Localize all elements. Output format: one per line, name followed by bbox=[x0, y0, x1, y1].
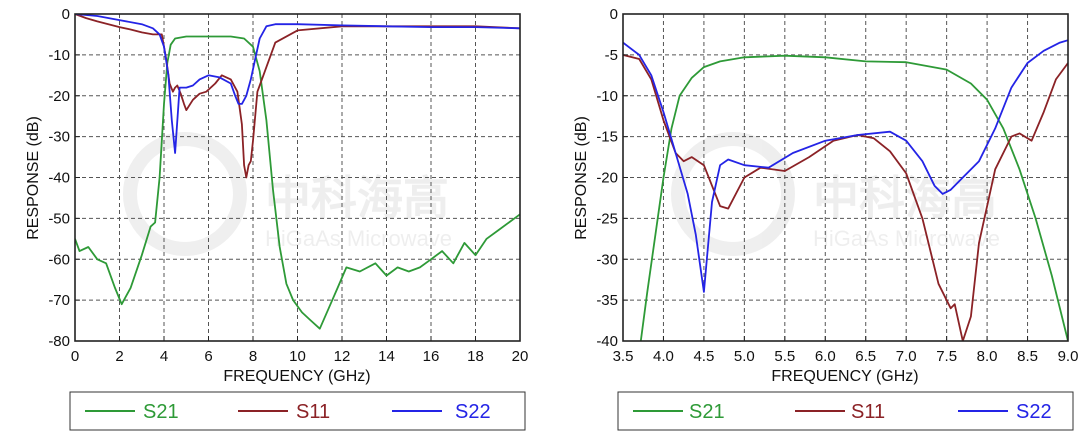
x-tick-label: 5.0 bbox=[734, 348, 755, 365]
y-axis-label: RESPONSE (dB) bbox=[573, 116, 590, 240]
y-tick-label: -5 bbox=[605, 47, 618, 64]
x-axis-label: FREQUENCY (GHz) bbox=[223, 368, 370, 385]
y-tick-label: -40 bbox=[48, 170, 70, 187]
x-tick-label: 10 bbox=[289, 348, 306, 365]
y-tick-label: -80 bbox=[48, 333, 70, 350]
watermark-logo bbox=[123, 132, 247, 256]
y-tick-label: -50 bbox=[48, 210, 70, 227]
legend-label-s21: S21 bbox=[689, 401, 725, 423]
x-tick-label: 6 bbox=[204, 348, 212, 365]
y-tick-label: -10 bbox=[596, 88, 618, 105]
legend: S21 S11 S22 bbox=[69, 391, 526, 431]
x-tick-label: 7.0 bbox=[896, 348, 917, 365]
legend-label-s11: S11 bbox=[851, 401, 885, 423]
chart-2: 3.5 4.0 4.5 5.0 5.5 6.0 6.5 7.0 7.5 8.0 8.5 9.0 0 -5 -… bbox=[573, 6, 1079, 431]
x-tick-label: 4.0 bbox=[653, 348, 674, 365]
series-line-s21 bbox=[75, 35, 520, 330]
y-tick-label: -15 bbox=[596, 129, 618, 146]
y-tick-label: -70 bbox=[48, 292, 70, 309]
x-tick-label: 7.5 bbox=[936, 348, 957, 365]
y-tick-label: -25 bbox=[596, 210, 618, 227]
x-tick-label: 4.5 bbox=[693, 348, 714, 365]
x-tick-label: 8.5 bbox=[1017, 348, 1038, 365]
y-tick-label: -60 bbox=[48, 251, 70, 268]
x-tick-label: 20 bbox=[512, 348, 529, 365]
x-tick-label: 3.5 bbox=[613, 348, 634, 365]
series-line-s22 bbox=[75, 14, 520, 154]
legend: S21 S11 S22 bbox=[617, 391, 1074, 431]
x-tick-label: 0 bbox=[71, 348, 79, 365]
y-tick-label: 0 bbox=[610, 6, 618, 23]
series-line-s11 bbox=[75, 14, 520, 179]
legend-box bbox=[69, 391, 526, 431]
legend-label-s21: S21 bbox=[143, 401, 179, 423]
x-tick-label: 5.5 bbox=[774, 348, 795, 365]
x-tick-label: 2 bbox=[115, 348, 123, 365]
x-tick-label: 18 bbox=[467, 348, 484, 365]
y-tick-label: -20 bbox=[596, 170, 618, 187]
y-tick-label: -10 bbox=[48, 47, 70, 64]
watermark-text-en: HiGaAs Microwave bbox=[265, 226, 452, 251]
y-tick-label: -30 bbox=[48, 129, 70, 146]
legend-label-s22: S22 bbox=[1016, 401, 1052, 423]
x-tick-label: 8 bbox=[249, 348, 257, 365]
watermark-logo bbox=[671, 132, 795, 256]
x-tick-label: 4 bbox=[160, 348, 168, 365]
series-line-s22 bbox=[623, 39, 1068, 293]
y-tick-label: -20 bbox=[48, 88, 70, 105]
x-axis-label: FREQUENCY (GHz) bbox=[771, 368, 918, 385]
x-tick-label: 9.0 bbox=[1058, 348, 1079, 365]
x-tick-label: 6.0 bbox=[815, 348, 836, 365]
watermark-text-cn: 中科海高 bbox=[265, 172, 449, 224]
y-tick-label: -35 bbox=[596, 292, 618, 309]
y-axis-label: RESPONSE (dB) bbox=[25, 116, 42, 240]
x-tick-label: 8.0 bbox=[977, 348, 998, 365]
x-tick-label: 14 bbox=[378, 348, 395, 365]
x-tick-label: 12 bbox=[334, 348, 351, 365]
chart-1: 0 2 4 6 8 10 12 14 16 18 20 0 -10 -20 -30 -40 -50 -60 -70 -… bbox=[25, 6, 529, 431]
grid-lines bbox=[75, 14, 520, 341]
x-tick-label: 6.5 bbox=[855, 348, 876, 365]
y-tick-label: -40 bbox=[596, 333, 618, 350]
y-tick-label: 0 bbox=[62, 6, 70, 23]
series-line-s21 bbox=[639, 54, 1068, 341]
series-line-s11 bbox=[623, 54, 1068, 341]
watermark-text-cn: 中科海高 bbox=[813, 172, 997, 224]
legend-label-s22: S22 bbox=[455, 401, 491, 423]
legend-label-s11: S11 bbox=[296, 401, 330, 423]
y-tick-label: -30 bbox=[596, 251, 618, 268]
x-tick-label: 16 bbox=[423, 348, 440, 365]
